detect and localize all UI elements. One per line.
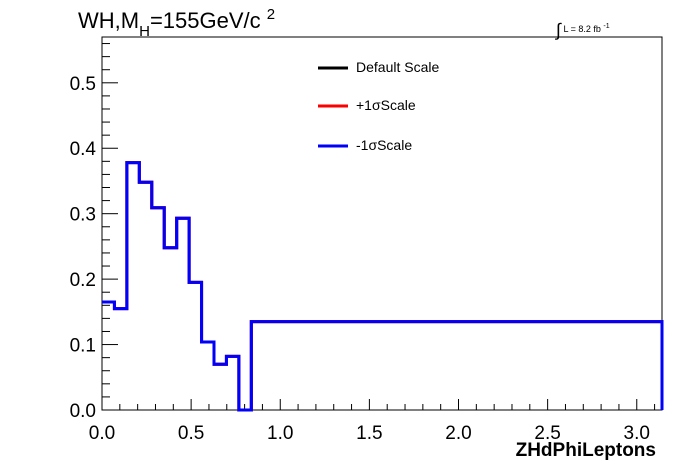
title-prefix: WH,M [78, 8, 140, 33]
title-superscript: 2 [266, 6, 276, 23]
y-tick-label: 0.0 [70, 401, 96, 422]
x-tick-label: 2.0 [445, 423, 471, 444]
y-tick-label: 0.3 [70, 205, 96, 226]
integral-symbol: ∫ [556, 20, 561, 40]
luminosity-text: L = 8.2 fb [563, 24, 601, 34]
y-tick-label: 0.5 [70, 74, 96, 95]
x-tick-label: 2.5 [534, 423, 560, 444]
y-tick-label: 0.1 [70, 336, 96, 357]
chart-title: WH,MH=155GeV/c 2 [78, 6, 276, 40]
axis-ticks: 0.0 0.5 1.0 1.5 2.0 2.5 3.0 0.0 0.1 0.2 0.3 0.4 0.5 [70, 43, 656, 444]
y-tick-label: 0.2 [70, 270, 96, 291]
x-tick-label: 3.0 [624, 423, 650, 444]
luminosity-label: ∫ L = 8.2 fb -1 [556, 16, 610, 40]
x-tick-label: 0.5 [178, 423, 204, 444]
x-axis-label: ZHdPhiLeptons [515, 440, 656, 461]
luminosity-superscript: -1 [603, 23, 610, 30]
legend-label: +1σScale [356, 97, 416, 113]
legend-label: Default Scale [356, 59, 440, 75]
series-group [102, 161, 664, 412]
histogram-series-2 [102, 161, 664, 412]
title-subscript: H [139, 23, 150, 40]
legend [318, 66, 348, 148]
plot-frame [101, 36, 663, 411]
histogram-series-0 [102, 161, 664, 412]
x-tick-label: 0.0 [89, 423, 115, 444]
x-tick-label: 1.0 [267, 423, 293, 444]
histogram-series-1 [102, 161, 664, 412]
x-tick-label: 1.5 [356, 423, 382, 444]
title-main: =155GeV/c [149, 8, 261, 33]
y-tick-label: 0.4 [70, 139, 97, 160]
legend-label: -1σScale [356, 137, 413, 153]
